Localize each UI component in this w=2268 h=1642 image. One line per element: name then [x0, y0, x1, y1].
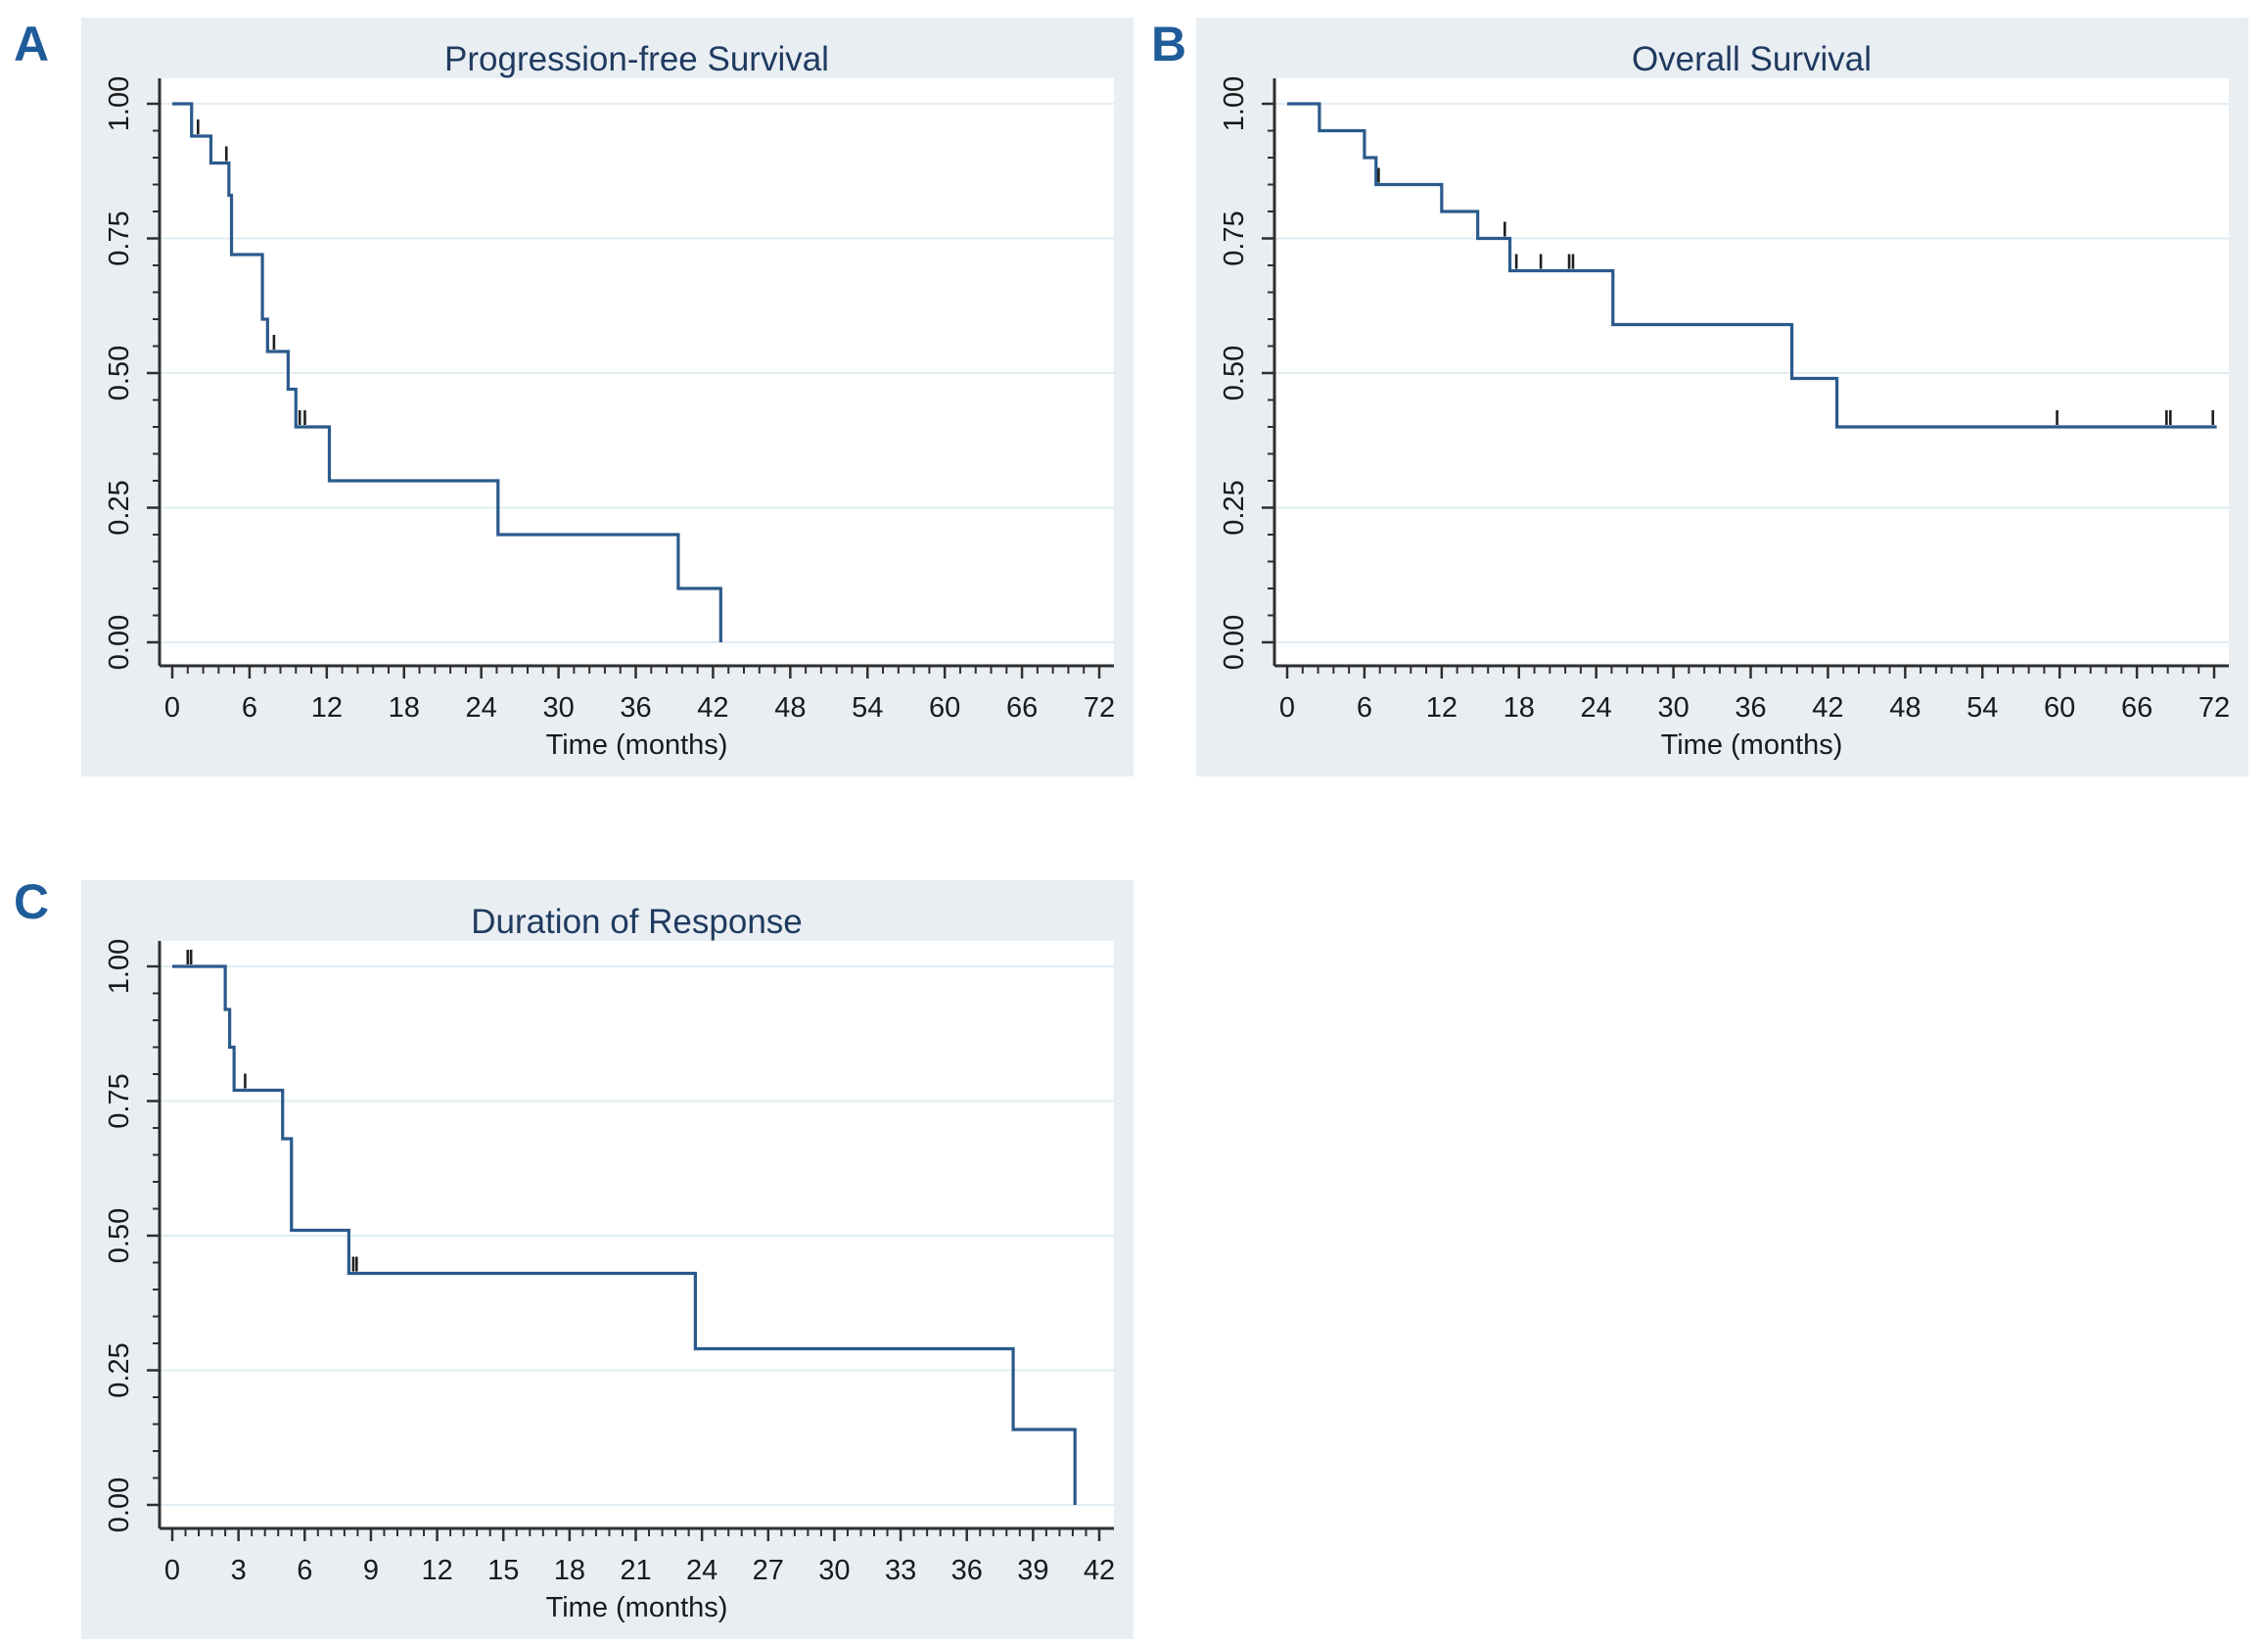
x-tick-label: 0	[164, 692, 180, 724]
x-tick-label: 60	[2044, 692, 2075, 724]
km-panel-duration-of-response: 0 3 6 9 12 15 18 21 24 27 30 33 36 39 42 0.00 0.25 0.50 0.…	[81, 880, 1134, 1639]
y-tick-label: 0.25	[1219, 480, 1250, 535]
km-step-curve	[172, 102, 722, 642]
x-tick-label: 18	[1504, 692, 1535, 724]
x-tick-label: 0	[1279, 692, 1295, 724]
x-tick-label: 36	[620, 692, 651, 724]
x-tick-label: 15	[487, 1555, 519, 1586]
x-tick-label: 24	[466, 692, 497, 724]
chart-title: Progression-free Survival	[444, 40, 829, 78]
chart-title: Overall Survival	[1632, 40, 1872, 78]
x-tick-label: 12	[1426, 692, 1458, 724]
x-tick-label: 60	[929, 692, 960, 724]
y-tick-label: 0.50	[104, 346, 135, 400]
y-tick-label: 0.75	[1219, 211, 1250, 265]
x-axis-label: Time (months)	[1661, 729, 1843, 761]
x-tick-label: 39	[1017, 1555, 1048, 1586]
y-tick-label: 0.25	[104, 480, 135, 535]
x-tick-label: 66	[1006, 692, 1038, 724]
x-tick-label: 30	[542, 692, 574, 724]
y-tick-label: 1.00	[104, 76, 135, 131]
panel-letter-c: C	[14, 874, 50, 929]
km-panel-progression-free-survival: 0 6 12 18 24 30 36 42 48 54 60 66 72 0.00 0.25 0.50 0.75…	[81, 18, 1134, 776]
x-axis-label: Time (months)	[546, 729, 728, 761]
x-tick-label: 21	[620, 1555, 651, 1586]
x-tick-label: 12	[421, 1555, 452, 1586]
x-tick-label: 48	[1889, 692, 1921, 724]
km-panel-overall-survival: 0 6 12 18 24 30 36 42 48 54 60 66 72 0.00 0.25 0.50 0.75…	[1196, 18, 2248, 776]
x-tick-label: 18	[389, 692, 420, 724]
km-chart-progression-free-survival: 0 6 12 18 24 30 36 42 48 54 60 66 72 0.00 0.25 0.50 0.75…	[81, 18, 1134, 776]
x-tick-label: 27	[753, 1555, 784, 1586]
x-tick-label: 48	[774, 692, 806, 724]
x-tick-label: 42	[1812, 692, 1843, 724]
x-tick-label: 24	[686, 1555, 717, 1586]
x-axis-label: Time (months)	[546, 1592, 728, 1623]
y-tick-label: 0.25	[104, 1342, 135, 1397]
y-tick-label: 1.00	[1219, 76, 1250, 131]
y-tick-label: 1.00	[104, 939, 135, 994]
x-tick-label: 36	[951, 1555, 983, 1586]
panel-letter-a: A	[14, 17, 50, 71]
panel-letter-b: B	[1151, 17, 1187, 71]
x-tick-label: 30	[818, 1555, 850, 1586]
km-chart-overall-survival: 0 6 12 18 24 30 36 42 48 54 60 66 72 0.00 0.25 0.50 0.75…	[1196, 18, 2248, 776]
y-tick-label: 0.75	[104, 1073, 135, 1128]
y-tick-label: 0.00	[104, 1478, 135, 1532]
y-tick-label: 0.75	[104, 211, 135, 265]
chart-title: Duration of Response	[471, 903, 803, 941]
x-tick-label: 42	[697, 692, 728, 724]
x-tick-label: 72	[1084, 692, 1115, 724]
x-tick-label: 6	[242, 692, 257, 724]
y-tick-label: 0.00	[104, 615, 135, 670]
x-tick-label: 30	[1657, 692, 1689, 724]
x-tick-label: 42	[1084, 1555, 1115, 1586]
y-tick-label: 0.50	[1219, 346, 1250, 400]
x-tick-label: 54	[1967, 692, 1998, 724]
x-tick-label: 24	[1581, 692, 1612, 724]
km-step-curve	[1287, 102, 2217, 429]
x-tick-label: 18	[554, 1555, 585, 1586]
x-tick-label: 54	[852, 692, 883, 724]
x-tick-label: 33	[885, 1555, 916, 1586]
y-tick-label: 0.50	[104, 1208, 135, 1263]
x-tick-label: 36	[1735, 692, 1766, 724]
x-tick-label: 72	[2199, 692, 2230, 724]
x-tick-label: 6	[297, 1555, 312, 1586]
x-tick-label: 66	[2121, 692, 2152, 724]
y-tick-label: 0.00	[1219, 615, 1250, 670]
x-tick-label: 12	[311, 692, 343, 724]
km-step-curve	[172, 964, 1077, 1505]
x-tick-label: 6	[1357, 692, 1372, 724]
km-chart-duration-of-response: 0 3 6 9 12 15 18 21 24 27 30 33 36 39 420.000.250.500.…	[81, 880, 1134, 1639]
x-tick-label: 0	[164, 1555, 180, 1586]
x-tick-label: 3	[231, 1555, 247, 1586]
x-tick-label: 9	[363, 1555, 379, 1586]
